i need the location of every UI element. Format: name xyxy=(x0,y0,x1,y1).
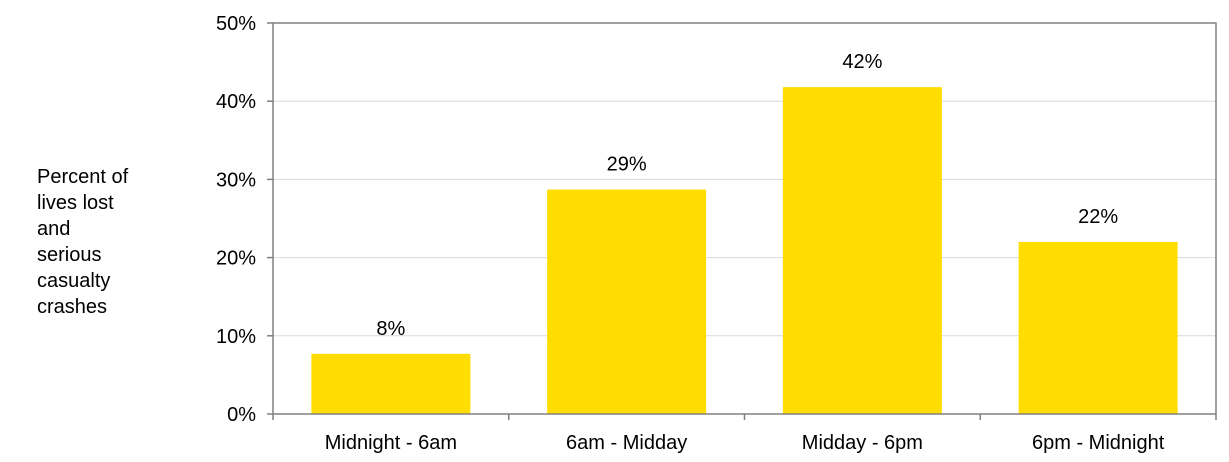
x-tick-label: 6pm - Midnight xyxy=(1032,432,1165,454)
bar xyxy=(1018,241,1178,414)
y-tick-label: 0% xyxy=(227,404,256,426)
y-tick-label: 30% xyxy=(216,169,256,191)
axes xyxy=(267,22,1217,420)
y-axis-title-line: lives lost xyxy=(37,192,114,214)
y-axis-title-line: serious xyxy=(37,244,102,266)
y-axis-title-line: Percent of xyxy=(37,166,129,188)
labels: 0% 10% 20% 30% 40% 50% 8% Midnight - 6am 29% 6am … xyxy=(216,13,1165,454)
data-label: 42% xyxy=(842,51,882,73)
y-tick-label: 20% xyxy=(216,248,256,270)
x-tick-label: Midnight - 6am xyxy=(325,432,457,454)
bar xyxy=(782,87,942,415)
data-label: 8% xyxy=(376,318,405,340)
y-axis-title-line: casualty xyxy=(37,270,111,292)
bar xyxy=(547,189,707,414)
x-tick-label: 6am - Midday xyxy=(566,432,687,454)
y-tick-label: 10% xyxy=(216,326,256,348)
y-axis-title-line: crashes xyxy=(37,296,108,318)
data-label: 29% xyxy=(607,154,647,176)
y-tick-label: 40% xyxy=(216,91,256,113)
x-tick-label: Midday - 6pm xyxy=(802,432,923,454)
bars xyxy=(311,87,1178,415)
data-label: 22% xyxy=(1078,206,1118,228)
y-axis-title-line: and xyxy=(37,218,71,240)
bar xyxy=(311,353,471,414)
y-axis-title: Percent of lives lost and serious casual… xyxy=(37,164,147,320)
y-tick-label: 50% xyxy=(216,13,256,35)
